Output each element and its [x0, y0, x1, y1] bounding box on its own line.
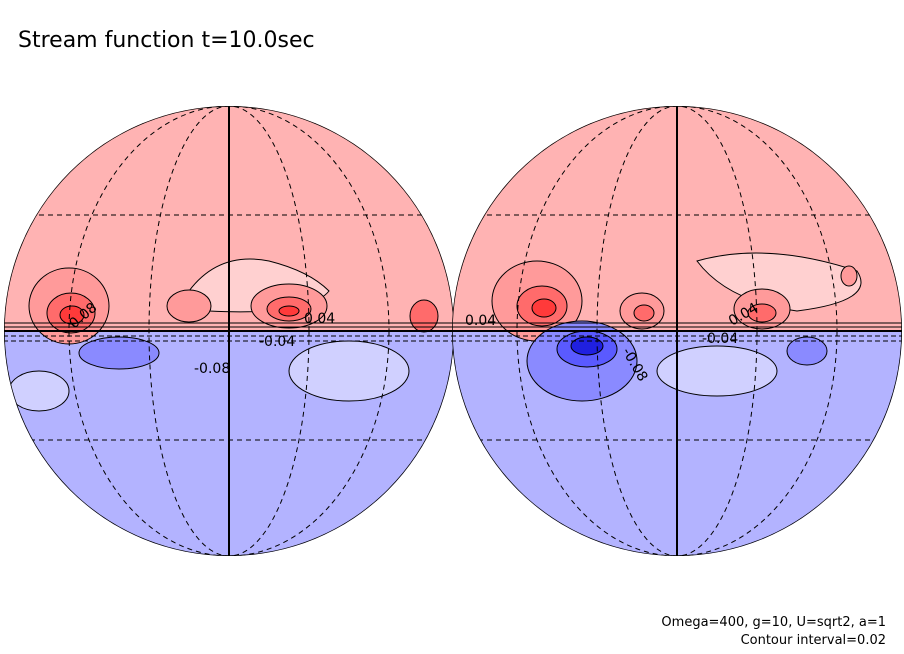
globe-left: 0.08 0.04 -0.04 -0.08	[4, 106, 454, 556]
contour-label: 0.04	[304, 311, 335, 327]
globe-right: 0.04 -0.04 -0.08 0.04	[452, 106, 902, 556]
contour-label: -0.04	[259, 334, 295, 350]
footer-line: Omega=400, g=10, U=sqrt2, a=1	[661, 615, 886, 630]
contour-label: 0.04	[465, 313, 496, 329]
title: Stream function t=10.0sec	[18, 28, 315, 53]
contour-label: -0.04	[702, 331, 738, 347]
footer-line: Contour interval=0.02	[741, 633, 886, 648]
contour-label: -0.08	[194, 361, 230, 377]
